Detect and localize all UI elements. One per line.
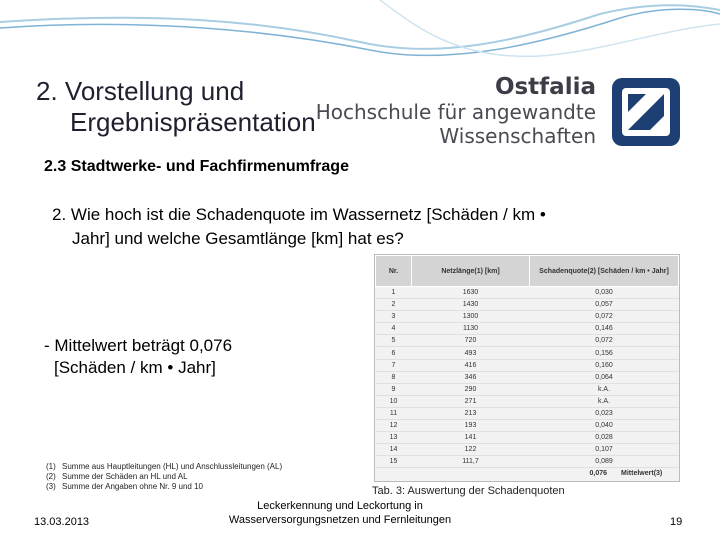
table-cell: 2 [375,298,412,312]
table-cell: 9 [375,383,412,396]
title-line-1: 2. Vorstellung und [36,76,245,106]
table-row: 1 1630 0,030 [375,286,679,300]
table-cell: 0,072 [529,310,679,324]
footnote: (2) Summe der Schäden an HL und AL [46,472,188,481]
table-row: 3 1300 0,072 [375,310,679,324]
table-cell: 11 [375,407,412,421]
logo-brand: Ostfalia [494,74,596,100]
question-line-2: Jahr] und welche Gesamtlänge [km] hat es… [72,229,404,248]
logo-line-2: Wissenschaften [439,124,596,148]
table-summary-row: 0,076 Mittelwert(3) [376,468,679,480]
table-header-length: Netzlänge(1) [km] [411,255,530,287]
table-row: 9 290 k.A. [375,383,679,396]
footnote: (1) Summe aus Hauptleitungen (HL) und Ans… [46,462,283,471]
table-row: 2 1430 0,057 [375,298,679,312]
summary-label: Mittelwert(3) [621,470,663,478]
table-cell: 141 [411,431,530,445]
table-row: 10 271 k.A. [375,395,679,408]
table-cell: 1 [375,286,412,300]
logo-line-1: Hochschule für angewandte [315,100,596,124]
table-cell: 15 [375,455,412,469]
table-cell: 290 [411,383,530,396]
table-cell: 720 [411,334,530,348]
title-line-2: Ergebnispräsentation [70,107,316,137]
table-cell: 122 [411,443,530,457]
table-cell: 1430 [411,298,530,312]
table-cell: 346 [411,371,530,384]
table-cell: 0,107 [529,443,679,457]
table-cell: 0,057 [529,298,679,312]
table-cell: 213 [411,407,530,421]
table-cell: 0,040 [529,419,679,433]
damage-rate-table: Nr. Netzlänge(1) [km] Schadenquote(2) [S… [374,254,680,482]
table-cell: k.A. [529,383,679,396]
table-cell: 0,030 [529,286,679,300]
question-text: 2. Wie hoch ist die Schadenquote im Wass… [52,203,672,251]
table-caption: Tab. 3: Auswertung der Schadenquoten [372,485,565,497]
section-subtitle: 2.3 Stadtwerke- und Fachfirmenumfrage [44,158,349,175]
table-cell: 193 [411,419,530,433]
table-cell: 493 [411,346,530,360]
table-cell: 8 [375,371,412,384]
decorative-wave [0,0,720,58]
table-cell: 0,146 [529,322,679,336]
table-cell: 416 [411,359,530,372]
ostfalia-logo-text: Ostfalia Hochschule für angewandte Wisse… [316,74,596,148]
table-row: 4 1130 0,146 [375,322,679,336]
footer-line-2: Wasserversorgungsnetzen und Fernleitunge… [228,514,452,526]
table-header-nr: Nr. [375,255,412,287]
table-cell: 0,023 [529,407,679,421]
table-cell: k.A. [529,395,679,408]
footer-center-text: Leckerkennung und Leckortung in Wasserve… [190,499,490,527]
table-cell: 111,7 [411,455,530,469]
ostfalia-logo-icon [612,78,680,146]
table-cell: 3 [375,310,412,324]
footnote: (3) Summe der Angaben ohne Nr. 9 und 10 [46,482,203,491]
table-cell: 6 [375,346,412,360]
table-cell: 1630 [411,286,530,300]
table-row: 12 193 0,040 [375,419,679,433]
table-cell: 0,028 [529,431,679,445]
table-row: 14 122 0,107 [375,443,679,457]
table-cell: 0,156 [529,346,679,360]
table-cell: 13 [375,431,412,445]
table-row: 15 111,7 0,089 [375,455,679,469]
footnotes: (1) Summe aus Hauptleitungen (HL) und Ans… [46,462,282,492]
slide-title: 2. Vorstellung und Ergebnispräsentation [36,76,316,138]
table-cell: 0,064 [529,371,679,384]
table-cell: 12 [375,419,412,433]
table-cell: 271 [411,395,530,408]
table-cell: 4 [375,322,412,336]
table-cell: 14 [375,443,412,457]
footer-date: 13.03.2013 [34,516,90,528]
summary-value: 0,076 [589,470,608,478]
table-cell: 10 [375,395,412,408]
table-row: 8 346 0,064 [375,371,679,384]
table-row: 13 141 0,028 [375,431,679,445]
table-cell: 1300 [411,310,530,324]
mean-line-2: [Schäden / km • Jahr] [54,358,216,377]
table-header-rate: Schadenquote(2) [Schäden / km • Jahr] [529,255,679,287]
table-row: 5 720 0,072 [375,334,679,348]
table-cell: 0,072 [529,334,679,348]
table-cell: 7 [375,359,412,372]
mean-line-1: - Mittelwert beträgt 0,076 [44,336,233,355]
table-row: 11 213 0,023 [375,407,679,421]
mean-value-text: - Mittelwert beträgt 0,076 [Schäden / km… [44,335,232,379]
table-row: 6 493 0,156 [375,346,679,360]
table-cell: 0,160 [529,359,679,372]
table-cell: 0,089 [529,455,679,469]
footer-line-1: Leckerkennung und Leckortung in [257,500,423,512]
table-cell: 1130 [411,322,530,336]
page-number: 19 [670,516,683,528]
question-line-1: 2. Wie hoch ist die Schadenquote im Wass… [52,205,546,224]
table-cell: 5 [375,334,412,348]
table-row: 7 416 0,160 [375,359,679,372]
